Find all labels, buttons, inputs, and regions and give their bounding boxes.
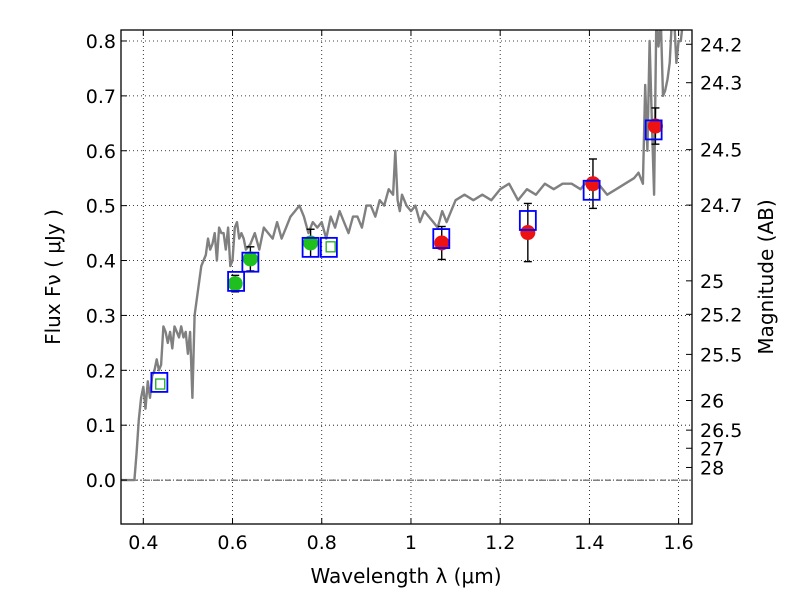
magnitude-tick-label: 26.5 bbox=[700, 420, 742, 442]
x-tick-label: 0.8 bbox=[307, 532, 337, 554]
y-tick-label: 0.7 bbox=[86, 86, 116, 108]
model-photometry-square bbox=[150, 371, 169, 393]
y-tick-label: 0.5 bbox=[86, 196, 116, 218]
x-tick-label: 1 bbox=[405, 532, 417, 554]
x-axis-title: Wavelength λ (μm) bbox=[310, 564, 501, 588]
magnitude-tick-label: 25.2 bbox=[700, 304, 742, 326]
ticks bbox=[121, 30, 692, 524]
observed-nir-point bbox=[585, 176, 601, 192]
magnitude-tick-label: 24.2 bbox=[700, 34, 742, 56]
y-axis-title: Flux Fν ( μJy ) bbox=[41, 209, 65, 345]
observed-nir-point bbox=[434, 235, 450, 251]
magnitude-tick-label: 28 bbox=[700, 457, 724, 479]
observed-optical-point bbox=[227, 276, 243, 292]
spectrum-line bbox=[121, 30, 684, 482]
model-photometry-square bbox=[518, 210, 537, 231]
magnitude-tick-label: 26 bbox=[700, 391, 724, 413]
y-tick-label: 0.3 bbox=[86, 305, 116, 327]
model-photometry-square bbox=[432, 228, 451, 249]
model-photometry-square bbox=[227, 270, 245, 292]
x-tick-label: 0.6 bbox=[217, 532, 247, 554]
observed-nir-point bbox=[520, 225, 536, 241]
y-tick-label: 0.4 bbox=[86, 251, 116, 273]
x-tick-label: 1.2 bbox=[485, 532, 515, 554]
x-tick-label: 1.6 bbox=[664, 532, 694, 554]
small-green-square bbox=[155, 378, 166, 390]
y-tick-label: 0.0 bbox=[86, 470, 116, 492]
model-spectrum bbox=[121, 30, 684, 482]
model-squares bbox=[150, 119, 663, 393]
observed-nir-point bbox=[647, 118, 663, 134]
magnitude-tick-label: 27 bbox=[700, 438, 724, 460]
magnitude-tick-label: 25.5 bbox=[700, 344, 742, 366]
model-photometry-square bbox=[582, 179, 601, 201]
magnitude-tick-label: 25 bbox=[700, 271, 724, 293]
model-photometry-square bbox=[319, 236, 338, 258]
model-photometry-square bbox=[644, 119, 663, 141]
x-tick-label: 1.4 bbox=[574, 532, 604, 554]
magnitude-tick-label: 24.7 bbox=[700, 195, 742, 217]
small-green-square bbox=[325, 241, 336, 253]
tick-labels: 0.4 0.6 0.8 1 1.2 1.4 1.6 0.0 0.1 0.2 0.3 0.4 0.5 0.6… bbox=[86, 31, 743, 554]
y2-axis-title: Magnitude (AB) bbox=[754, 199, 778, 354]
y-tick-label: 0.2 bbox=[86, 360, 116, 382]
x-tick-label: 0.4 bbox=[128, 532, 158, 554]
plot-frame bbox=[120, 29, 693, 525]
model-photometry-square bbox=[241, 251, 260, 273]
magnitude-tick-label: 24.5 bbox=[700, 140, 742, 162]
y-tick-label: 0.1 bbox=[86, 415, 116, 437]
magnitude-tick-label: 24.3 bbox=[700, 73, 742, 95]
model-photometry-square bbox=[301, 236, 320, 258]
y-tick-label: 0.6 bbox=[86, 141, 116, 163]
markers bbox=[227, 118, 663, 292]
observed-optical-point bbox=[242, 251, 258, 267]
y-tick-label: 0.8 bbox=[86, 31, 116, 53]
observed-optical-point bbox=[303, 235, 319, 251]
